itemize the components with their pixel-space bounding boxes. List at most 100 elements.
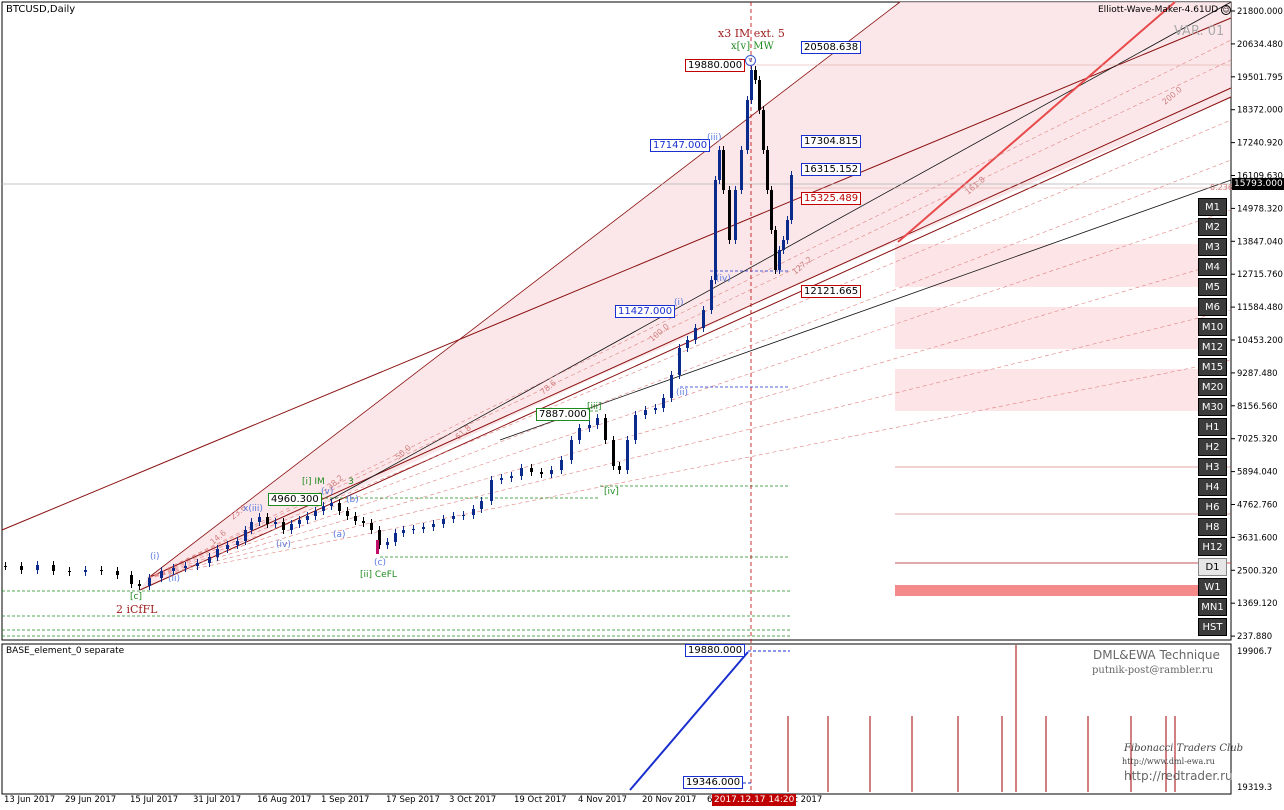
zone-box [895, 244, 1198, 287]
timeframe-button-m1[interactable]: M1 [1198, 198, 1227, 216]
date-tick-label: 1 Sep 2017 [321, 795, 369, 805]
price-tick-label: 14978.320 [1237, 204, 1283, 214]
level-box[interactable]: 4960.300 [268, 493, 322, 506]
candle-body [36, 565, 39, 570]
wave-label-top: x[v] MW [731, 41, 774, 52]
wave-label-ii-cefl: [ii] CeFL [360, 570, 397, 580]
level-box[interactable]: 11427.000 [615, 305, 676, 318]
candle-body [762, 110, 765, 150]
timeframe-button-m4[interactable]: M4 [1198, 258, 1227, 276]
zone-box [895, 307, 1198, 349]
timeframe-button-h3[interactable]: H3 [1198, 458, 1227, 476]
candle-body [714, 180, 717, 280]
site-link[interactable]: http://redtrader.ru [1124, 769, 1233, 783]
wave-label-a-low: (a) [333, 530, 346, 540]
date-tick-label: 3 Oct 2017 [449, 795, 496, 805]
timeframe-button-m15[interactable]: M15 [1198, 358, 1227, 376]
level-box[interactable]: 17304.815 [801, 135, 862, 148]
candle-body [160, 571, 163, 578]
timeframe-button-h2[interactable]: H2 [1198, 438, 1227, 456]
price-tick-label: 19501.795 [1237, 73, 1283, 83]
wave-label-c-green: [c] [130, 592, 142, 602]
level-box[interactable]: 19346.000 [683, 776, 744, 789]
candle-body [766, 150, 769, 190]
candle-body [462, 515, 465, 516]
candle-body [734, 190, 737, 240]
technique-title: DML&EWA Technique [1093, 648, 1220, 662]
level-box[interactable]: 16315.152 [801, 163, 862, 176]
price-tick-label: 9287.480 [1237, 369, 1278, 379]
candle-body [578, 428, 581, 440]
timeframe-button-h6[interactable]: H6 [1198, 498, 1227, 516]
price-tick-label: 16109.630 [1237, 172, 1283, 182]
timeframe-button-h1[interactable]: H1 [1198, 418, 1227, 436]
wave-label-xiii: x(iii) [243, 504, 263, 514]
candle-body [376, 540, 379, 554]
date-tick-label: 16 Aug 2017 [257, 795, 311, 805]
timeframe-button-m2[interactable]: M2 [1198, 218, 1227, 236]
candle-body [274, 522, 277, 524]
level-box[interactable]: 12121.665 [801, 285, 862, 298]
timeframe-button-hst[interactable]: HST [1198, 618, 1227, 636]
channel-line [499, 179, 1232, 441]
candle-body [330, 503, 333, 506]
candle-body [472, 509, 475, 515]
level-box[interactable]: 19880.000 [685, 59, 746, 72]
level-box[interactable]: 7887.000 [536, 408, 590, 421]
candle-body [432, 524, 435, 527]
candle-body [196, 563, 199, 566]
price-tick-label: 17240.920 [1237, 139, 1283, 149]
level-box[interactable]: 19880.000 [685, 644, 746, 657]
candle-body [626, 440, 629, 470]
candle-body [560, 460, 563, 470]
level-box[interactable]: 17147.000 [650, 139, 711, 152]
price-tick-label: 20634.480 [1237, 40, 1283, 50]
sub-window-label: BASE_element_0 separate [6, 646, 125, 656]
candle-body [370, 523, 373, 530]
price-tick-label: 2500.320 [1237, 566, 1278, 576]
date-tick-label: 20 Nov 2017 [642, 795, 696, 805]
timeframe-button-m12[interactable]: M12 [1198, 338, 1227, 356]
timeframe-button-m20[interactable]: M20 [1198, 378, 1227, 396]
timeframe-button-d1[interactable]: D1 [1198, 558, 1227, 576]
candle-body [226, 545, 229, 549]
price-tick-label: 21800.000 [1237, 7, 1283, 17]
candle-body [710, 280, 713, 310]
zone-box [895, 369, 1198, 411]
candle-body [550, 470, 553, 474]
timeframe-button-h4[interactable]: H4 [1198, 478, 1227, 496]
sub-window-area[interactable] [1, 643, 1232, 795]
timeframe-button-h8[interactable]: H8 [1198, 518, 1227, 536]
price-tick-label: 237.880 [1237, 632, 1272, 642]
wave-label-ext: x3 IM ext. 5 [718, 27, 785, 40]
candle-body [386, 542, 389, 545]
price-tick-label: 18372.000 [1237, 106, 1283, 116]
timeframe-button-m10[interactable]: M10 [1198, 318, 1227, 336]
candle-body [702, 310, 705, 328]
level-box[interactable]: 20508.638 [801, 41, 862, 54]
timeframe-button-m30[interactable]: M30 [1198, 398, 1227, 416]
candle-body [100, 570, 103, 571]
candle-body [694, 328, 697, 340]
candle-body [778, 250, 781, 270]
date-tick-label: ec 2017 [788, 795, 822, 805]
timeframe-button-m6[interactable]: M6 [1198, 298, 1227, 316]
timeframe-button-m5[interactable]: M5 [1198, 278, 1227, 296]
candle-body [510, 476, 513, 478]
candle-body [490, 480, 493, 501]
candle-body [612, 440, 615, 466]
level-box[interactable]: 15325.489 [801, 192, 862, 205]
date-tick-label: 13 Jun 2017 [4, 795, 55, 805]
wave-label-iii-green: [iii] [587, 402, 602, 412]
club-url[interactable]: http://www.dml-ewa.ru [1122, 757, 1215, 766]
indicator-label[interactable]: Elliott-Wave-Maker-4.61UD ☺ [1098, 5, 1232, 15]
candle-body [588, 425, 591, 428]
timeframe-button-m3[interactable]: M3 [1198, 238, 1227, 256]
candle-body [338, 503, 341, 511]
timeframe-button-h12[interactable]: H12 [1198, 538, 1227, 556]
candle-body [378, 530, 381, 545]
wave-label-iv-low: (iv) [276, 540, 291, 550]
timeframe-button-w1[interactable]: W1 [1198, 578, 1227, 596]
timeframe-button-mn1[interactable]: MN1 [1198, 598, 1227, 616]
